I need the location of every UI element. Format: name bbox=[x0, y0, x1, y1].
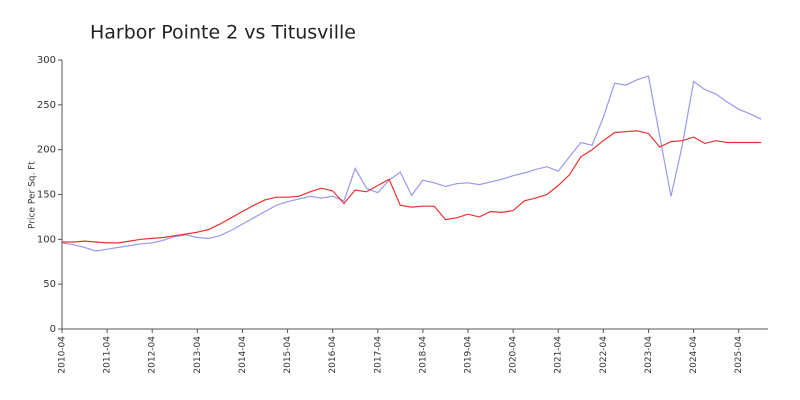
x-tick-label: 2011-04 bbox=[103, 336, 113, 374]
series-line bbox=[62, 130, 762, 244]
series-line bbox=[61, 75, 762, 252]
y-axis-label: Price Per Sq. Ft bbox=[28, 161, 38, 229]
chart-title: Harbor Pointe 2 vs Titusville bbox=[90, 22, 356, 44]
y-tick-label: 300 bbox=[37, 55, 56, 66]
x-tick-label: 2014-04 bbox=[238, 336, 248, 374]
y-tick-label: 250 bbox=[37, 100, 56, 111]
x-tick-label: 2019-04 bbox=[464, 336, 474, 374]
x-tick-label: 2018-04 bbox=[418, 336, 428, 374]
y-tick-label: 100 bbox=[37, 234, 56, 245]
x-tick-label: 2025-04 bbox=[734, 336, 744, 374]
x-tick-label: 2015-04 bbox=[283, 336, 293, 374]
y-tick-label: 0 bbox=[50, 324, 56, 335]
x-tick-label: 2017-04 bbox=[373, 336, 383, 374]
x-tick-label: 2013-04 bbox=[193, 336, 203, 374]
y-tick-label: 150 bbox=[37, 190, 56, 201]
x-tick-label: 2023-04 bbox=[644, 336, 654, 374]
y-tick-label: 50 bbox=[43, 279, 56, 290]
x-tick-label: 2022-04 bbox=[599, 336, 609, 374]
x-tick-label: 2010-04 bbox=[58, 336, 68, 374]
x-tick-label: 2012-04 bbox=[148, 336, 158, 374]
x-tick-label: 2016-04 bbox=[328, 336, 338, 374]
x-tick-label: 2021-04 bbox=[554, 336, 564, 374]
y-tick-label: 200 bbox=[37, 145, 56, 156]
x-tick-label: 2024-04 bbox=[689, 336, 699, 374]
x-tick-label: 2020-04 bbox=[509, 336, 519, 374]
